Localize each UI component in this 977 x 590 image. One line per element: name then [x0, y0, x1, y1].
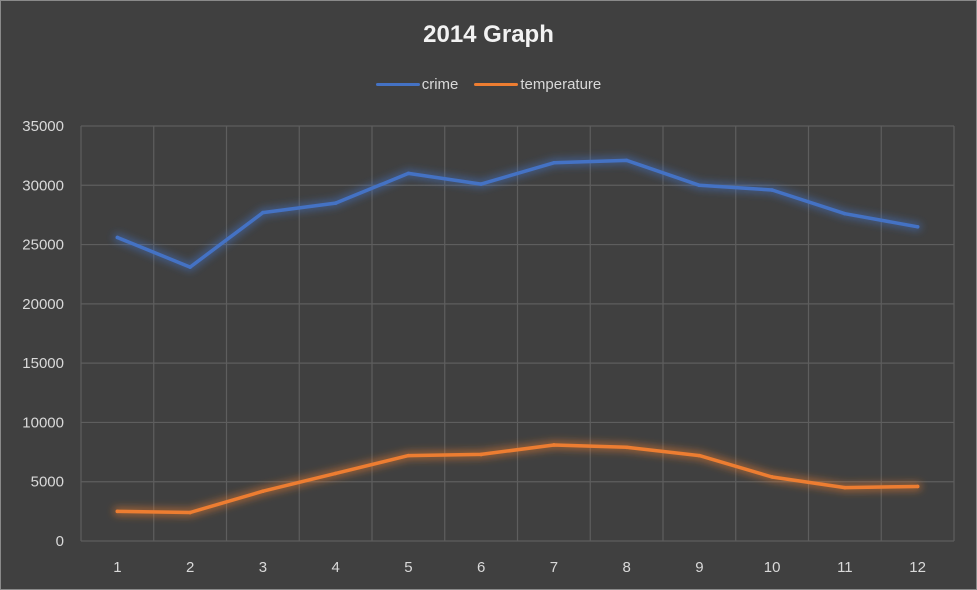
- data-point-crime: [770, 188, 774, 192]
- y-tick-label: 35000: [22, 118, 64, 135]
- y-tick-label: 10000: [22, 414, 64, 431]
- x-tick-label: 7: [550, 559, 558, 576]
- x-tick-label: 12: [909, 559, 926, 576]
- data-point-temperature: [915, 484, 920, 489]
- data-point-temperature: [333, 471, 338, 476]
- legend-label-crime: crime: [421, 76, 459, 93]
- data-point-temperature: [552, 443, 556, 447]
- x-tick-label: 4: [331, 559, 339, 576]
- series-line-crime: [115, 158, 920, 269]
- y-tick-label: 30000: [22, 177, 64, 194]
- data-point-crime: [406, 171, 411, 176]
- data-point-temperature: [697, 453, 702, 458]
- y-tick-label: 5000: [31, 474, 64, 491]
- x-tick-label: 8: [622, 559, 630, 576]
- x-tick-label: 11: [837, 559, 853, 576]
- data-point-crime: [843, 211, 847, 216]
- gridlines: [80, 125, 955, 542]
- legend-item-temperature: temperature: [474, 76, 601, 93]
- data-point-crime: [188, 265, 192, 269]
- x-tick-label: 2: [186, 559, 194, 576]
- data-point-crime: [552, 160, 556, 165]
- y-tick-label: 15000: [22, 355, 64, 372]
- legend-item-crime: crime: [375, 76, 459, 93]
- data-point-temperature: [843, 485, 847, 490]
- series-lines: [113, 156, 922, 517]
- data-point-crime: [697, 183, 702, 188]
- y-tick-label: 0: [56, 533, 64, 550]
- data-point-crime: [115, 235, 120, 240]
- y-tick-label: 25000: [22, 237, 64, 254]
- chart-title: 2014 Graph: [423, 21, 554, 48]
- legend-swatch-temperature: [474, 83, 519, 86]
- x-tick-label: 3: [259, 559, 267, 576]
- data-point-temperature: [406, 453, 411, 458]
- legend-swatch-crime: [375, 83, 420, 86]
- data-point-crime: [624, 158, 629, 163]
- data-point-crime: [333, 201, 338, 205]
- x-tick-label: 6: [477, 559, 485, 576]
- chart-legend: crime temperature: [1, 76, 976, 93]
- data-point-temperature: [479, 452, 483, 457]
- data-point-temperature: [624, 445, 629, 450]
- x-tick-label: 1: [113, 559, 121, 576]
- data-point-temperature: [188, 510, 192, 515]
- series-line-temperature: [115, 443, 920, 515]
- y-tick-label: 20000: [22, 296, 64, 313]
- data-point-temperature: [115, 509, 120, 514]
- legend-label-temperature: temperature: [520, 76, 602, 93]
- x-tick-label: 5: [404, 559, 412, 576]
- data-point-crime: [915, 224, 920, 229]
- x-tick-label: 9: [695, 559, 703, 576]
- data-point-crime: [261, 210, 265, 215]
- data-point-crime: [479, 182, 483, 186]
- data-point-temperature: [261, 489, 265, 494]
- data-point-temperature: [770, 475, 774, 479]
- x-tick-label: 10: [764, 559, 781, 576]
